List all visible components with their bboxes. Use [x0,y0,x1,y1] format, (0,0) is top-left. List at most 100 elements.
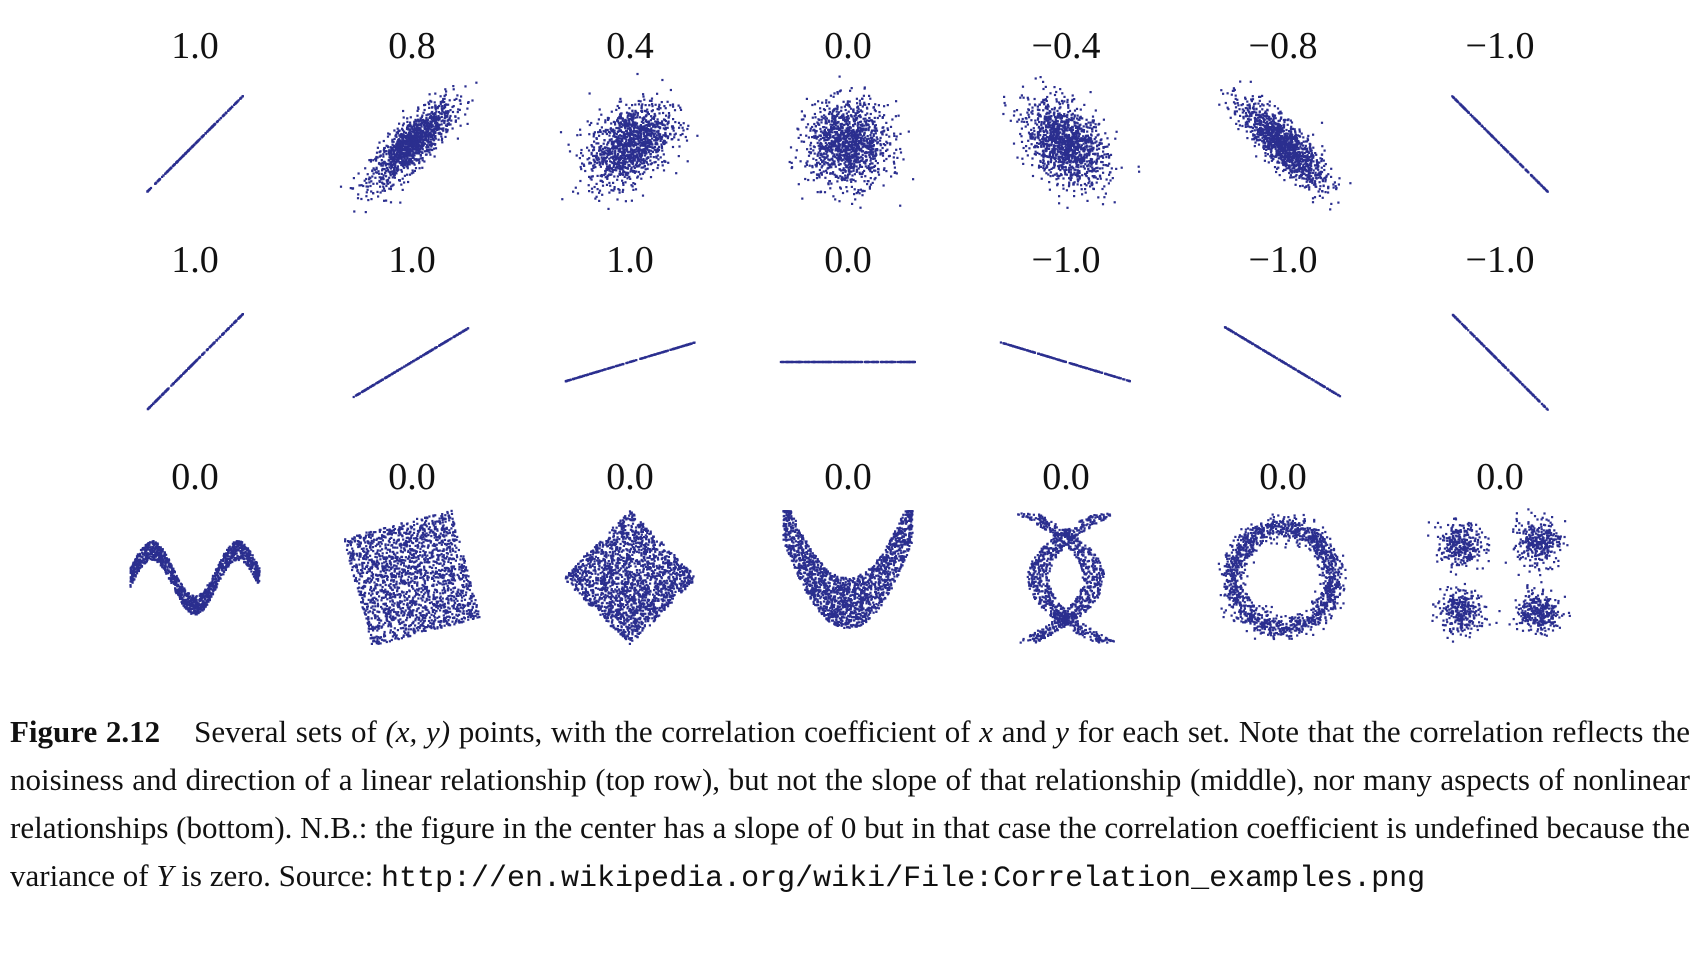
scatter-point [400,149,403,152]
scatter-point [856,143,859,146]
scatter-point [592,166,595,169]
scatter-point [611,169,614,172]
scatter-point [428,134,431,137]
scatter-point [834,118,837,121]
scatter-point [643,135,646,138]
scatter-point [601,160,604,163]
scatter-point [894,115,897,118]
scatter-point [417,138,421,141]
scatter-point [1053,123,1056,126]
scatter-point [431,129,434,132]
scatter-point [817,118,820,121]
scatter-point [1089,150,1092,153]
scatter-point [394,134,397,137]
scatter-point [402,116,405,119]
scatter-point [866,135,869,138]
scatter-point [179,157,182,160]
scatter-point [858,99,861,102]
scatter-point [868,185,871,188]
scatter-point [631,150,634,153]
scatter-point [835,153,839,156]
scatter-point [1094,176,1097,179]
scatter-point [820,118,823,121]
scatter-point [837,137,840,140]
scatter-point [592,146,596,149]
scatter-point [642,148,645,151]
scatter-point [1082,135,1085,138]
scatter-point [626,174,629,177]
scatter-point [862,127,865,130]
scatter-point [437,138,440,141]
scatter-point [812,149,815,152]
scatter-point [398,142,401,145]
scatter-point [794,156,797,159]
scatter-point [830,182,833,185]
scatter-point [595,154,598,157]
scatter-point [843,123,846,126]
scatter-point [439,102,442,106]
scatter-point [635,146,639,149]
scatter-point [649,140,653,144]
scatter-point [842,142,845,145]
scatter-point [456,94,459,97]
scatter-point [619,144,622,147]
scatter-point [1081,157,1084,160]
scatter-point [855,170,858,173]
scatter-point [863,101,866,104]
scatter-point [600,156,603,159]
scatter-point [379,191,382,194]
scatter-point [440,112,443,116]
scatter-point [1074,138,1077,141]
scatter-point [879,149,882,152]
scatter-point [826,167,829,170]
scatter-point [1056,153,1059,156]
scatter-point [818,156,821,159]
scatter-point [841,171,844,174]
scatter-point [837,144,840,147]
scatter-point [848,100,851,103]
scatter-point [387,178,390,181]
scatter-point [1073,189,1076,193]
scatter-point [803,114,806,117]
scatter-point [1069,136,1072,140]
scatter-point [626,131,629,134]
scatter-point [874,149,877,152]
scatter-point [1044,139,1047,143]
scatter-point [864,103,867,106]
scatter-point [641,103,644,106]
scatter-point [817,100,820,103]
scatter-point [1021,85,1025,88]
scatter-point [823,148,826,151]
scatter-point [813,112,816,116]
scatter-point [420,138,423,141]
scatter-point [1085,142,1088,145]
scatter-point [818,174,821,177]
scatter-point [360,197,363,201]
scatter-point [681,132,684,136]
scatter-point [401,127,404,130]
scatter-point [862,117,865,120]
scatter-point [399,153,402,157]
scatter-point [605,156,608,159]
scatter-point [634,134,638,137]
scatter-point [828,150,831,153]
scatter-point [590,168,593,171]
scatter-point [381,169,384,172]
scatter-point [831,163,834,166]
scatter-point [1108,154,1111,157]
scatter-point [436,105,440,109]
scatter-point [372,172,375,175]
scatter-point [630,184,633,187]
scatter-point [611,142,614,145]
scatter-point [824,150,827,153]
scatter-point [446,128,449,131]
scatter-point [854,198,857,201]
scatter-point [590,153,593,156]
scatter-point [658,112,661,115]
scatter-point [662,127,665,130]
scatter-point [613,161,616,164]
scatter-point [832,95,835,98]
scatter-point [1065,173,1068,176]
scatter-point [813,122,816,126]
scatter-point [408,131,411,134]
